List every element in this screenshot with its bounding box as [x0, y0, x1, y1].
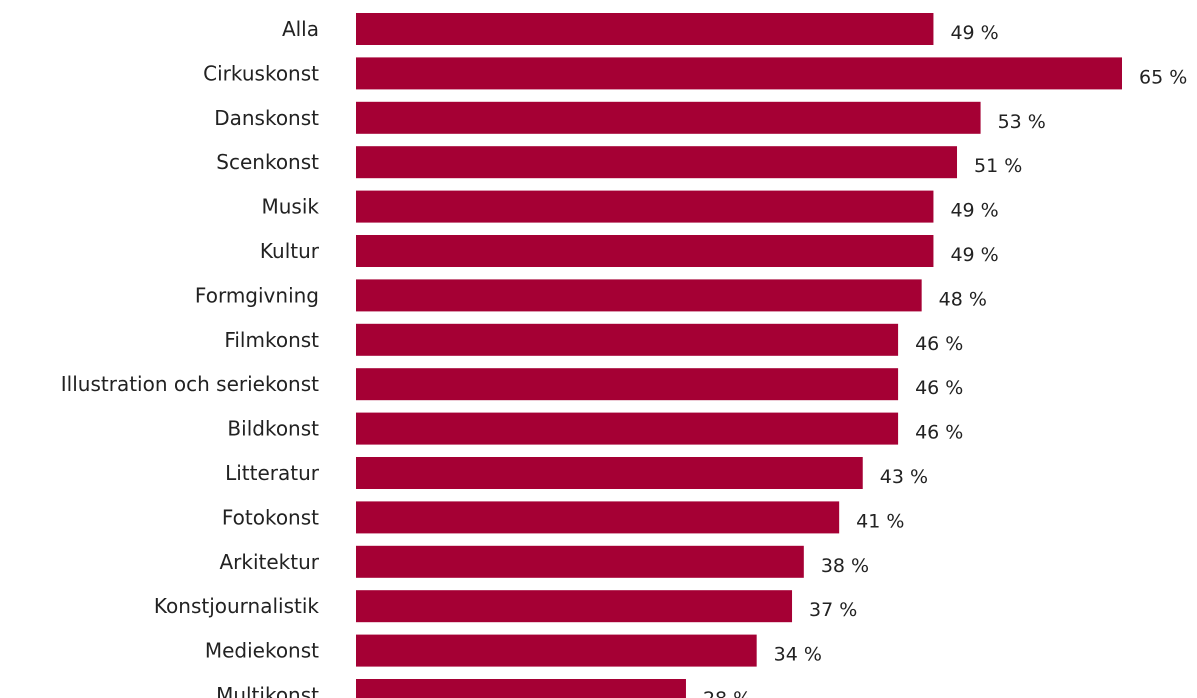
category-label: Fotokonst — [222, 505, 319, 529]
bar — [356, 457, 863, 489]
bar — [356, 101, 981, 134]
bar — [356, 590, 793, 623]
bar — [356, 146, 958, 179]
value-label: 49 % — [950, 200, 998, 222]
value-label: 46 % — [915, 377, 963, 399]
value-label: 38 % — [821, 555, 869, 577]
value-label: 53 % — [998, 111, 1046, 133]
category-label: Musik — [262, 195, 320, 219]
category-label: Scenkonst — [216, 150, 319, 174]
bar — [356, 679, 686, 698]
bar — [356, 190, 934, 223]
value-labels: 49 % 65 % 53 % 51 % 49 % 49 % 48 % 46 % 46 % 46 %… — [703, 22, 1187, 698]
bar — [356, 368, 899, 401]
category-label: Filmkonst — [224, 328, 319, 352]
value-label: 48 % — [939, 288, 987, 310]
category-label: Danskonst — [214, 106, 319, 130]
value-label: 49 % — [950, 22, 998, 44]
bar — [356, 501, 840, 534]
category-label: Cirkuskonst — [203, 61, 319, 85]
bar — [356, 13, 934, 45]
category-label: Formgivning — [195, 283, 319, 307]
value-label: 65 % — [1139, 66, 1187, 88]
value-label: 46 % — [915, 333, 963, 355]
category-label: Alla — [282, 17, 319, 41]
bar — [356, 545, 804, 578]
bars — [356, 13, 1122, 698]
bar — [356, 279, 922, 312]
value-label: 43 % — [880, 466, 928, 488]
value-label: 46 % — [915, 422, 963, 444]
value-label: 37 % — [809, 599, 857, 621]
value-label: 51 % — [974, 155, 1022, 177]
bar — [356, 412, 899, 445]
bar — [356, 235, 934, 267]
bar — [356, 634, 757, 667]
category-labels: Alla Cirkuskonst Danskonst Scenkonst Musik Ku… — [61, 17, 320, 698]
value-label: 28 % — [703, 688, 751, 698]
value-label: 34 % — [774, 644, 822, 666]
value-label: 41 % — [856, 510, 904, 532]
category-label: Litteratur — [225, 461, 320, 485]
bar — [356, 57, 1122, 90]
category-label: Arkitektur — [219, 550, 319, 574]
category-label: Kultur — [260, 239, 320, 263]
category-label: Konstjournalistik — [154, 594, 319, 618]
category-label: Mediekonst — [205, 639, 319, 663]
category-label: Illustration och seriekonst — [61, 372, 319, 396]
value-label: 49 % — [950, 244, 998, 266]
category-label: Bildkonst — [227, 417, 319, 441]
category-label: Multikonst — [216, 683, 319, 698]
bar — [356, 323, 899, 356]
